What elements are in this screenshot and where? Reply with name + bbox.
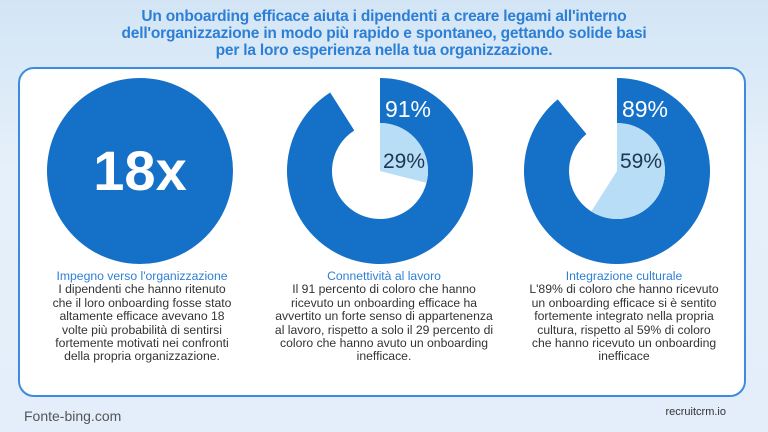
desc-line: che hanno ricevuto un onboarding: [531, 336, 717, 351]
desc-line: inefficace.: [356, 349, 412, 364]
desc-line: I dipendenti che hanno ritenuto: [58, 282, 226, 297]
desc-line: L'89% di coloro che hanno ricevuto: [529, 282, 719, 297]
desc-line: coloro che hanno avuto un onboarding: [279, 336, 489, 351]
source-label: Fonte-bing.com: [24, 408, 122, 424]
desc-line: altamente efficace avevano 18: [59, 309, 225, 324]
stat-circle: [47, 78, 233, 264]
charts: 18x 91% 29% 89% 59%: [47, 77, 711, 264]
desc-line: avvertito un forte senso di appartenenza: [275, 309, 493, 324]
stat-value: 18x: [93, 139, 186, 202]
stat-title: Impegno verso l'organizzazione: [56, 269, 228, 283]
outer-value-label: 91%: [385, 96, 431, 122]
stat-title: Connettività al lavoro: [327, 269, 441, 283]
brand-label: recruitcrm.io: [665, 406, 726, 418]
desc-line: che il loro onboarding fosse stato: [52, 295, 232, 310]
inner-value-label: 59%: [620, 150, 662, 173]
desc-line: Il 91 percento di coloro che hanno: [292, 282, 476, 297]
inner-pie-segment: [591, 123, 666, 220]
stat-description-2: Connettività al lavoro Il 91 percento di…: [264, 269, 504, 364]
inner-value-label: 29%: [383, 150, 425, 173]
stat-description-3: Integrazione culturale L'89% di coloro c…: [504, 269, 744, 364]
title-line: dell'organizzazione in modo più rapido e…: [121, 25, 647, 42]
desc-line: cultura, rispetto al 59% di coloro: [537, 322, 711, 337]
desc-line: inefficace: [598, 349, 650, 364]
desc-line: fortemente integrato nella propria: [534, 309, 714, 324]
desc-line: della propria organizzazione.: [64, 349, 220, 364]
stat-description-1: Impegno verso l'organizzazione I dipende…: [22, 269, 262, 364]
outer-ring-segment: [286, 78, 473, 264]
inner-pie-segment: [380, 123, 429, 183]
outer-ring-segment: [524, 77, 711, 264]
desc-line: fortemente motivati nei confronti: [55, 336, 229, 351]
title-line: Un onboarding efficace aiuta i dipendent…: [141, 8, 627, 25]
donut-connettivita: 91% 29%: [286, 78, 473, 264]
stat-title: Integrazione culturale: [565, 269, 683, 283]
outer-value-label: 89%: [622, 96, 668, 122]
page-title: Un onboarding efficace aiuta i dipendent…: [60, 8, 708, 59]
desc-line: volte più probabilità di sentirsi: [62, 322, 222, 337]
donut-integrazione: 89% 59%: [524, 77, 711, 264]
desc-line: ricevuto un onboarding efficace ha: [290, 295, 478, 310]
desc-line: al lavoro, rispetto a solo il 29 percent…: [274, 322, 494, 337]
title-line: per la loro esperienza nella tua organiz…: [215, 42, 553, 59]
desc-line: un onboarding efficace si è sentito: [531, 295, 717, 310]
